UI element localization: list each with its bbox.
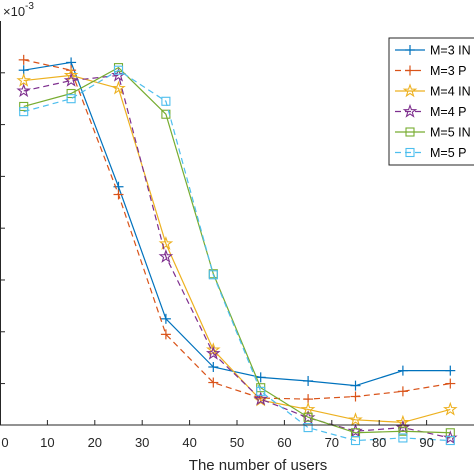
legend-entry-m-3-in: M=3 IN xyxy=(395,44,471,58)
data-point-m-4-p xyxy=(395,419,411,434)
data-point-m-3-in xyxy=(255,372,266,383)
data-point-m-5-p xyxy=(350,435,361,446)
series-line-m-3-p xyxy=(23,59,451,400)
legend-marker-m-4-in xyxy=(402,83,418,98)
data-point-m-3-p xyxy=(350,391,361,402)
data-point-m-3-p xyxy=(445,378,456,389)
x-tick-label: 80 xyxy=(372,435,386,450)
data-point-m-3-p xyxy=(208,377,219,388)
data-point-m-5-in xyxy=(398,426,408,436)
data-point-m-5-p xyxy=(66,94,76,104)
data-point-m-3-p xyxy=(160,329,171,340)
data-point-m-5-p xyxy=(208,270,218,280)
legend-marker-m-3-in xyxy=(405,45,415,55)
data-point-m-5-p xyxy=(113,65,124,75)
x-tick-label: 10 xyxy=(40,435,54,450)
data-point-m-3-in xyxy=(208,361,219,372)
legend-marker-m-4-p xyxy=(402,103,418,118)
data-point-m-4-in xyxy=(16,72,32,87)
x-tick-label: 70 xyxy=(325,435,339,450)
data-point-m-4-p xyxy=(158,248,174,263)
data-point-m-4-p xyxy=(63,72,79,87)
data-point-m-5-p xyxy=(161,96,171,106)
legend-label-m-5-p: M=5 P xyxy=(430,146,466,160)
data-point-m-3-in xyxy=(303,375,314,386)
legend-marker-m-5-in xyxy=(405,127,415,137)
x-axis-label: The number of users xyxy=(189,457,327,474)
series-line-m-3-in xyxy=(23,61,451,387)
data-point-m-5-in xyxy=(19,101,29,112)
data-point-m-5-p xyxy=(256,386,266,396)
data-point-m-5-p xyxy=(19,107,29,117)
data-point-m-3-in xyxy=(160,313,171,324)
x-tick-label: 30 xyxy=(135,435,149,450)
data-point-m-5-p xyxy=(445,435,455,446)
legend-marker-m-3-p xyxy=(405,65,415,76)
y-exponent-label: ×10 xyxy=(3,4,25,19)
x-tick-label: 90 xyxy=(419,435,433,450)
legend-box xyxy=(388,37,474,166)
x-tick-label: 0 xyxy=(1,435,8,450)
legend-label-m-3-in: M=3 IN xyxy=(430,44,471,58)
data-point-m-4-p xyxy=(205,345,221,360)
data-point-m-3-p xyxy=(18,54,29,65)
data-point-m-3-in xyxy=(445,365,456,376)
legend-label-m-5-in: M=5 IN xyxy=(430,126,471,140)
data-point-m-3-p xyxy=(113,189,124,200)
data-point-m-4-p xyxy=(16,83,32,98)
series-line-m-5-in xyxy=(23,66,451,434)
legend-entry-m-5-in: M=5 IN xyxy=(395,126,471,140)
plot-area xyxy=(16,54,458,446)
data-point-m-5-in xyxy=(303,412,313,422)
data-point-m-3-in xyxy=(397,365,408,376)
data-point-m-4-in xyxy=(111,80,126,95)
series-line-m-4-p xyxy=(23,74,451,439)
data-point-m-5-p xyxy=(398,433,408,443)
x-tick-label: 20 xyxy=(88,435,102,450)
data-point-m-4-in xyxy=(442,401,458,416)
x-tick-label: 40 xyxy=(182,435,196,450)
data-point-m-4-in xyxy=(158,236,174,250)
data-point-m-4-p xyxy=(253,391,269,406)
legend-marker-m-5-p xyxy=(405,147,415,158)
legend: M=3 IN M=3 P M=4 IN M=4 P M=5 IN M=5 P xyxy=(388,37,474,166)
legend-label-m-3-p: M=3 P xyxy=(430,64,466,78)
legend-entry-m-5-p: M=5 P xyxy=(395,146,466,160)
x-tick-label: 60 xyxy=(277,435,291,450)
legend-entry-m-4-in: M=4 IN xyxy=(395,83,471,99)
x-tick-label: 50 xyxy=(230,435,244,450)
legend-entry-m-4-p: M=4 P xyxy=(395,103,466,119)
series-m-5-p xyxy=(19,65,455,446)
data-point-m-5-p xyxy=(303,423,313,433)
data-point-m-3-in xyxy=(350,380,361,391)
data-point-m-4-in xyxy=(63,67,79,82)
legend-label-m-4-in: M=4 IN xyxy=(430,85,471,99)
series-line-m-5-p xyxy=(23,69,451,442)
legend-label-m-4-p: M=4 P xyxy=(430,105,466,119)
legend-entry-m-3-p: M=3 P xyxy=(395,64,466,78)
data-point-m-4-in xyxy=(348,412,363,427)
data-point-m-5-in xyxy=(66,88,76,99)
series-line-m-4-in xyxy=(23,74,451,424)
y-exponent-power: -3 xyxy=(25,1,34,12)
data-point-m-3-p xyxy=(397,386,408,397)
